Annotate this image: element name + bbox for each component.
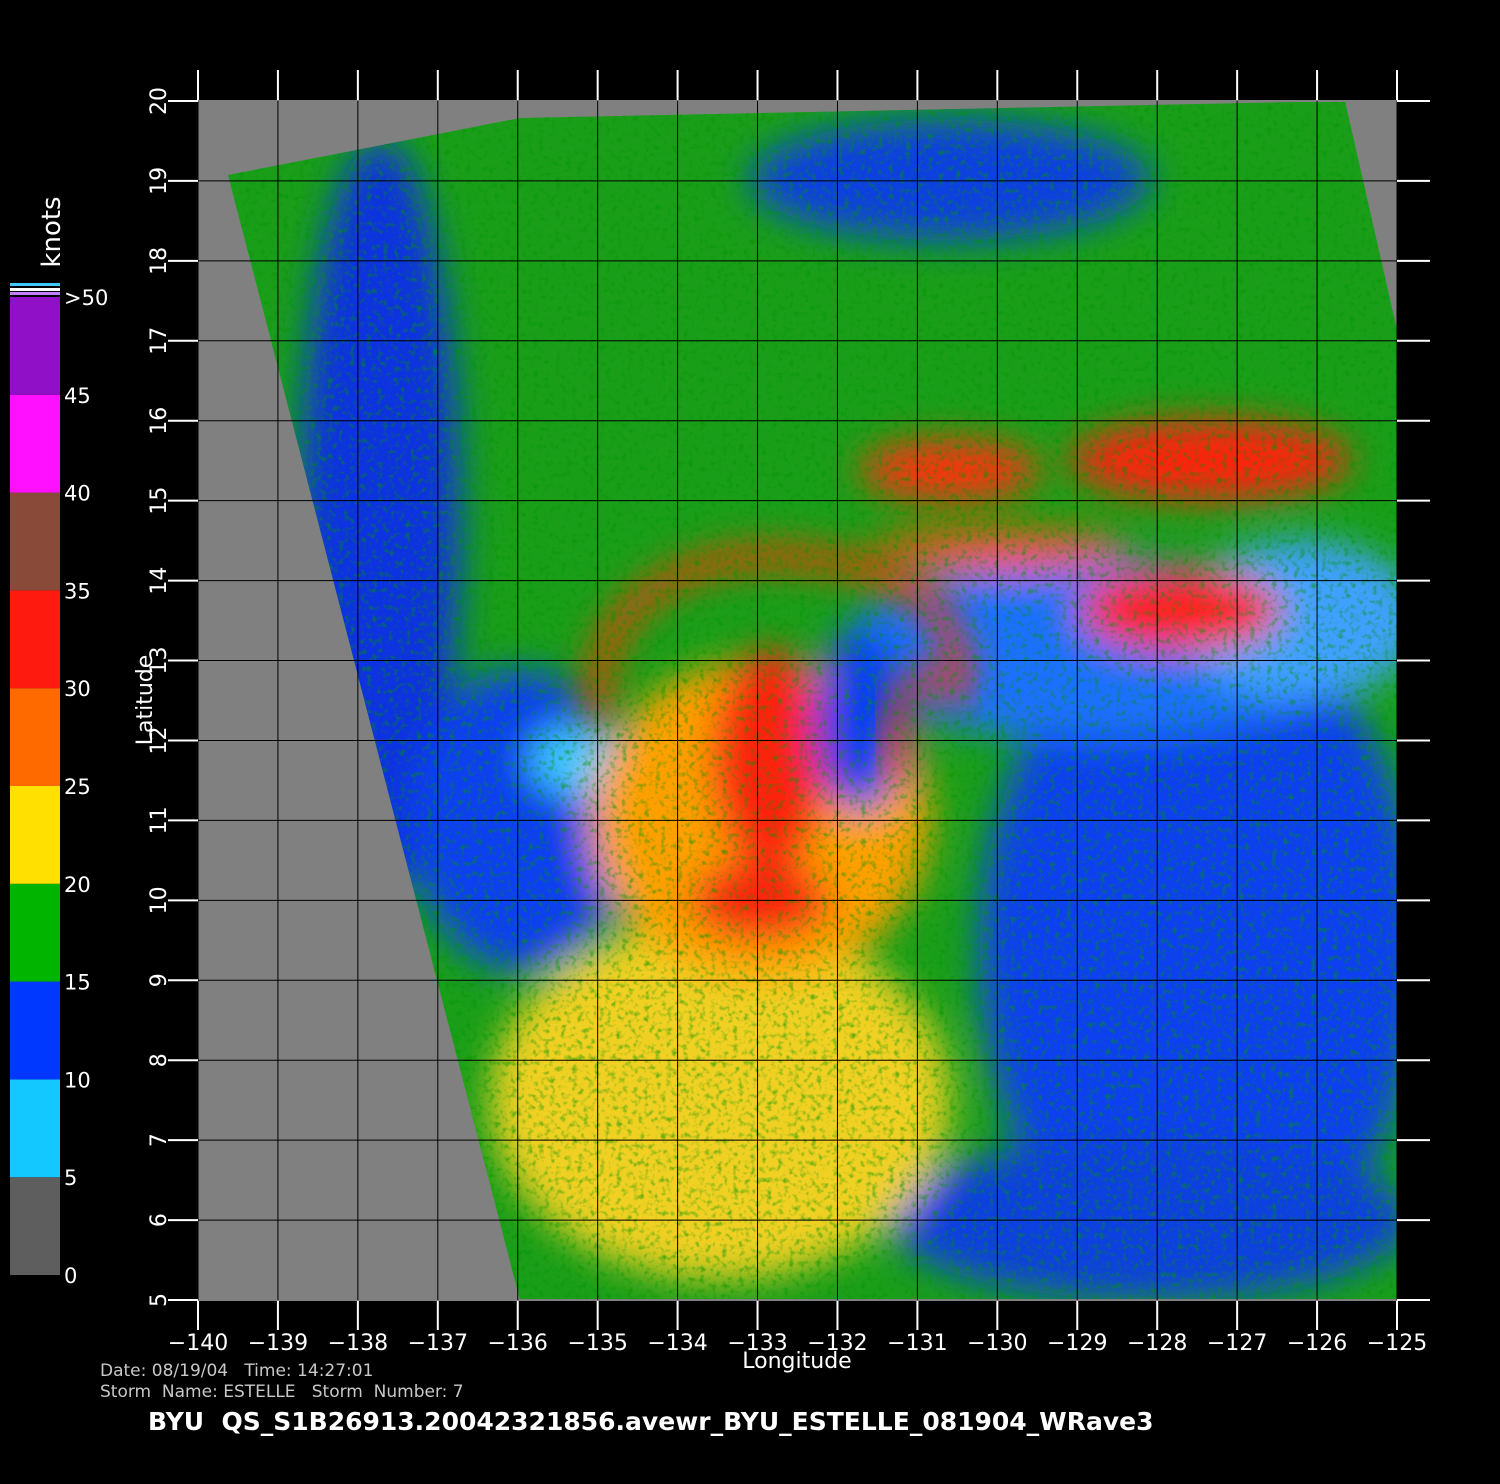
colorbar-band	[10, 883, 60, 982]
y-tick-label: 10	[147, 886, 172, 914]
x-tick-label: −126	[1287, 1331, 1347, 1356]
y-tick-label: 7	[147, 1133, 172, 1147]
y-tick-label: 20	[147, 87, 172, 115]
y-tick-label: 17	[147, 327, 172, 355]
colorbar-tick-label: 35	[64, 579, 91, 603]
product-title: BYU QS_S1B26913.20042321856.avewr_BYU_ES…	[148, 1407, 1154, 1436]
colorbar-tick-label: 15	[64, 971, 91, 995]
colorbar-tick-label: 45	[64, 384, 91, 408]
date-time: Date: 08/19/04 Time: 14:27:01	[100, 1361, 373, 1381]
colorbar-tick-label: 10	[64, 1068, 91, 1092]
colorbar-cap	[10, 288, 60, 291]
colorbar-band	[10, 394, 60, 493]
colorbar-tick-label: 25	[64, 775, 91, 799]
x-tick-label: −137	[408, 1331, 468, 1356]
wind-swath	[228, 101, 1397, 1300]
colorbar-tick-label: 40	[64, 482, 91, 506]
colorbar-band	[10, 492, 60, 591]
x-axis-label: Longitude	[742, 1349, 851, 1374]
y-tick-label: 15	[147, 487, 172, 515]
x-tick-label: −128	[1127, 1331, 1187, 1356]
x-tick-label: −140	[168, 1331, 228, 1356]
y-tick-label: 6	[147, 1213, 172, 1227]
colorbar-band	[10, 1079, 60, 1178]
y-tick-label: 18	[147, 247, 172, 275]
x-tick-label: −130	[967, 1331, 1027, 1356]
y-tick-label: 11	[147, 806, 172, 834]
x-tick-label: −134	[647, 1331, 707, 1356]
y-tick-label: 13	[147, 647, 172, 675]
colorbar-tick-label: 5	[64, 1166, 77, 1190]
colorbar-tick-label: 30	[64, 677, 91, 701]
colorbar-unit: knots	[37, 196, 67, 267]
x-tick-label: −133	[727, 1331, 787, 1356]
x-tick-label: −129	[1047, 1331, 1107, 1356]
x-tick-label: −139	[248, 1331, 308, 1356]
x-tick-label: −138	[328, 1331, 388, 1356]
x-tick-label: −132	[807, 1331, 867, 1356]
y-tick-label: 5	[147, 1293, 172, 1307]
x-tick-label: −131	[887, 1331, 947, 1356]
colorbar-band	[10, 590, 60, 689]
y-tick-label: 19	[147, 167, 172, 195]
y-tick-label: 9	[147, 973, 172, 987]
colorbar-band	[10, 297, 60, 395]
x-tick-label: −135	[567, 1331, 627, 1356]
x-tick-label: −136	[488, 1331, 548, 1356]
colorbar-tick-label: 20	[64, 873, 91, 897]
colorbar-tick-label: >50	[64, 286, 108, 310]
y-axis-label: Latitude	[133, 655, 158, 746]
y-tick-label: 8	[147, 1053, 172, 1067]
colorbar-cap	[10, 283, 60, 286]
y-tick-label: 16	[147, 407, 172, 435]
colorbar-band	[10, 688, 60, 786]
y-tick-label: 14	[147, 567, 172, 595]
x-tick-label: −127	[1207, 1331, 1267, 1356]
x-tick-label: −125	[1367, 1331, 1427, 1356]
colorbar-band	[10, 786, 60, 884]
colorbar-band	[10, 981, 60, 1080]
colorbar-cap	[10, 292, 60, 295]
storm-info: Storm Name: ESTELLE Storm Number: 7	[100, 1382, 464, 1402]
colorbar-tick-label: 0	[64, 1264, 77, 1288]
y-tick-label: 12	[147, 726, 172, 754]
colorbar-band	[10, 1177, 60, 1275]
